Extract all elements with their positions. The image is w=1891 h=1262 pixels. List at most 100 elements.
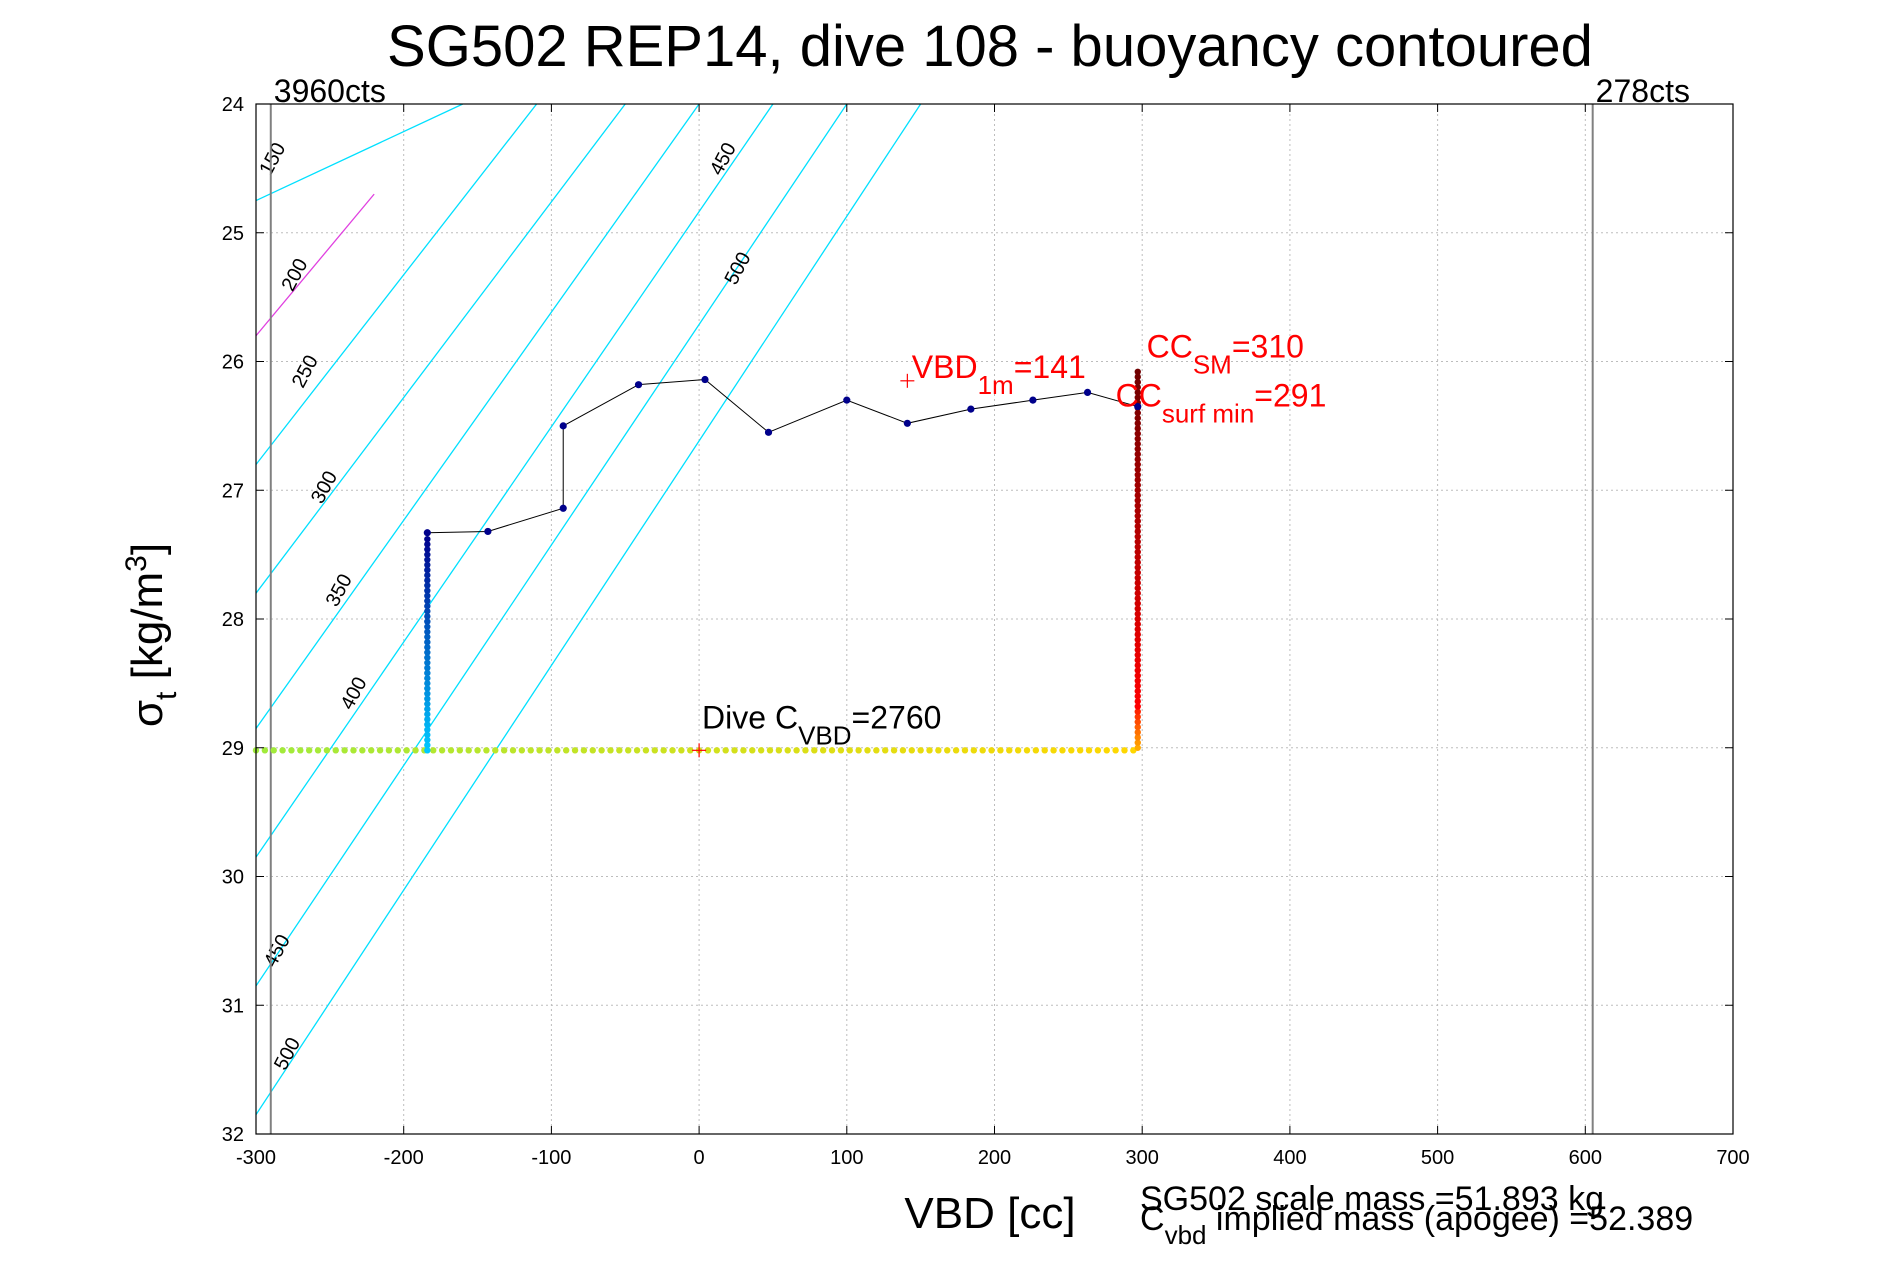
ascent-dot <box>1134 615 1141 623</box>
annotation-ccsurf: CCsurf min=291 <box>1116 378 1327 429</box>
bottom-dot <box>926 747 933 754</box>
bottom-dot <box>1094 747 1102 754</box>
trace-dot <box>764 428 773 436</box>
bottom-dot <box>775 747 783 754</box>
x-tick-label: 0 <box>694 1147 705 1169</box>
ascent-dot <box>1134 590 1141 597</box>
descent-dot <box>424 726 431 733</box>
bottom-dot <box>917 747 924 754</box>
bottom-dot <box>1076 747 1084 754</box>
ascent-dot <box>1134 414 1141 422</box>
ascent-dot <box>1134 693 1141 700</box>
bottom-dot <box>580 747 588 754</box>
ascent-dot <box>1134 430 1141 437</box>
footer-implied-sub: vbd <box>1165 1220 1207 1250</box>
bottom-dot <box>625 747 632 754</box>
bottom-dot <box>332 747 339 754</box>
annotation-dive-cvbd-sub: VBD <box>798 720 851 750</box>
bottom-dot <box>1050 747 1057 754</box>
x-axis-label: VBD [cc] <box>904 1189 1075 1238</box>
bottom-dot <box>465 747 472 754</box>
bottom-dot <box>297 747 304 754</box>
descent-dot <box>424 551 431 558</box>
ascent-dot <box>1134 487 1141 494</box>
ascent-dot <box>1134 657 1141 664</box>
ascent-dot <box>1134 662 1141 669</box>
bottom-dot <box>882 747 889 754</box>
bottom-dot <box>571 747 579 754</box>
descent-dot <box>424 716 431 723</box>
svg-text:σt [kg/m3]: σt [kg/m3] <box>120 543 183 727</box>
y-tick-label: 26 <box>222 352 244 374</box>
bottom-dot <box>1103 747 1110 754</box>
descent-dot <box>424 644 431 651</box>
bottom-dot <box>1006 747 1013 754</box>
ascent-dot <box>1134 492 1141 499</box>
ascent-dot <box>1134 651 1141 659</box>
ascent-dot <box>1134 497 1141 504</box>
annotation-ccsurf-rest: =291 <box>1254 378 1326 414</box>
bottom-dot <box>979 747 986 754</box>
ascent-dot <box>1134 610 1141 618</box>
descent-dot <box>424 618 431 625</box>
ascent-dot <box>1134 641 1141 648</box>
bottom-dot <box>350 747 357 754</box>
bottom-dot <box>1032 747 1040 754</box>
annotation-dive-cvbd-rest: =2760 <box>852 699 942 735</box>
bottom-dot <box>757 747 765 754</box>
bottom-dot <box>935 747 942 754</box>
descent-dot <box>424 546 431 553</box>
plot-markers <box>692 373 915 758</box>
bottom-dot <box>261 747 269 754</box>
bottom-dot <box>562 747 570 754</box>
bottom-dot <box>1023 747 1031 754</box>
bottom-dot <box>944 747 951 754</box>
ascent-dot <box>1134 559 1141 566</box>
ascent-dot <box>1134 708 1141 715</box>
bottom-dot <box>394 747 401 754</box>
ascent-dot <box>1134 677 1141 684</box>
ascent-dot <box>1134 667 1141 674</box>
bottom-dot <box>341 747 348 754</box>
y-axis-label: σt [kg/m3] <box>120 543 183 727</box>
bottom-dot <box>651 747 658 754</box>
bottom-dot <box>616 747 623 754</box>
annotation-vbd1m-sub: 1m <box>978 370 1014 400</box>
bottom-dot <box>1121 747 1128 754</box>
contour-line <box>256 104 774 858</box>
ascent-dot <box>1134 548 1141 556</box>
y-label-units: [kg/m <box>123 572 172 692</box>
ascent-dot <box>1134 574 1141 581</box>
limit-label: 278cts <box>1596 73 1690 109</box>
descent-dot <box>424 561 431 569</box>
ascent-dot <box>1134 682 1141 690</box>
bottom-dot <box>1014 747 1022 754</box>
bottom-dot <box>589 747 596 754</box>
bottom-dot <box>474 747 481 754</box>
bottom-dot <box>270 747 277 754</box>
ascent-dot <box>1134 420 1141 427</box>
ascent-dot <box>1134 636 1141 643</box>
ascent-dot <box>1134 687 1141 695</box>
plot-grid <box>256 104 1733 1134</box>
x-tick-label: 500 <box>1421 1147 1454 1169</box>
contour-line <box>256 104 626 594</box>
ascent-dot <box>1134 713 1141 721</box>
trace-dot <box>634 381 643 389</box>
descent-dot <box>424 680 431 687</box>
bottom-dot <box>385 747 393 754</box>
y-tick-label: 29 <box>222 738 244 760</box>
footer-implied-base: C <box>1140 1200 1165 1238</box>
bottom-dot <box>890 747 898 754</box>
bottom-dot <box>368 747 375 754</box>
descent-dot <box>424 633 431 641</box>
annotation-dive-cvbd: Dive CVBD=2760 <box>702 699 941 750</box>
bottom-dot <box>846 747 853 754</box>
bottom-dot <box>545 747 552 754</box>
ascent-dot <box>1134 466 1141 473</box>
ascent-dot <box>1134 584 1141 592</box>
trace-dot <box>967 405 975 413</box>
